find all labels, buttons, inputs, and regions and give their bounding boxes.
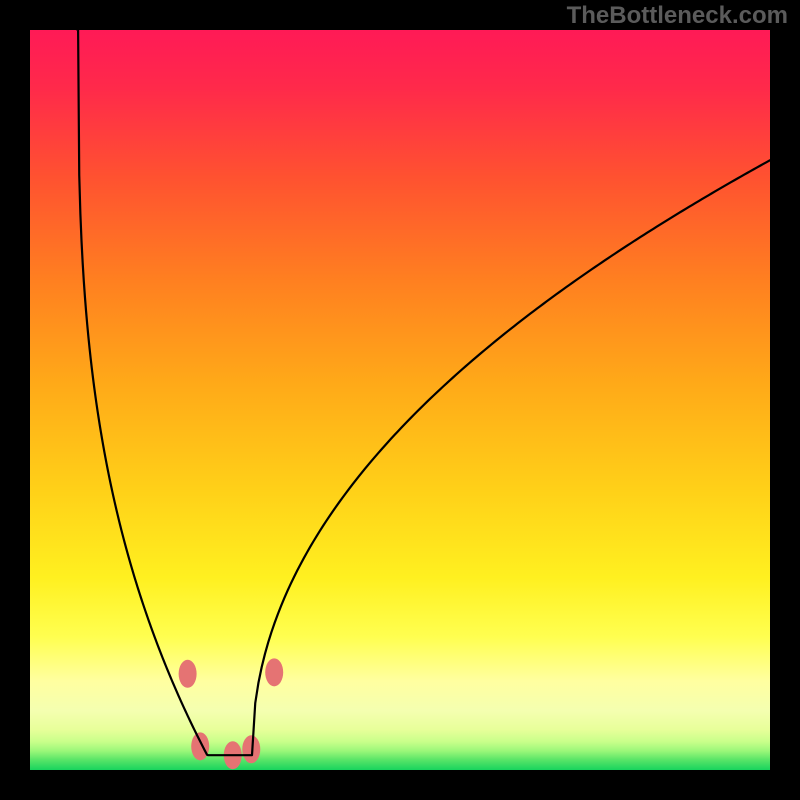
marker-point bbox=[242, 735, 260, 763]
marker-point bbox=[179, 660, 197, 688]
markers-group bbox=[179, 658, 284, 769]
marker-point bbox=[191, 732, 209, 760]
chart-frame: TheBottleneck.com bbox=[0, 0, 800, 800]
plot-area bbox=[30, 30, 770, 770]
curve-layer bbox=[30, 30, 770, 770]
watermark-text: TheBottleneck.com bbox=[567, 2, 788, 30]
bottleneck-curve bbox=[71, 30, 770, 755]
marker-point bbox=[265, 658, 283, 686]
